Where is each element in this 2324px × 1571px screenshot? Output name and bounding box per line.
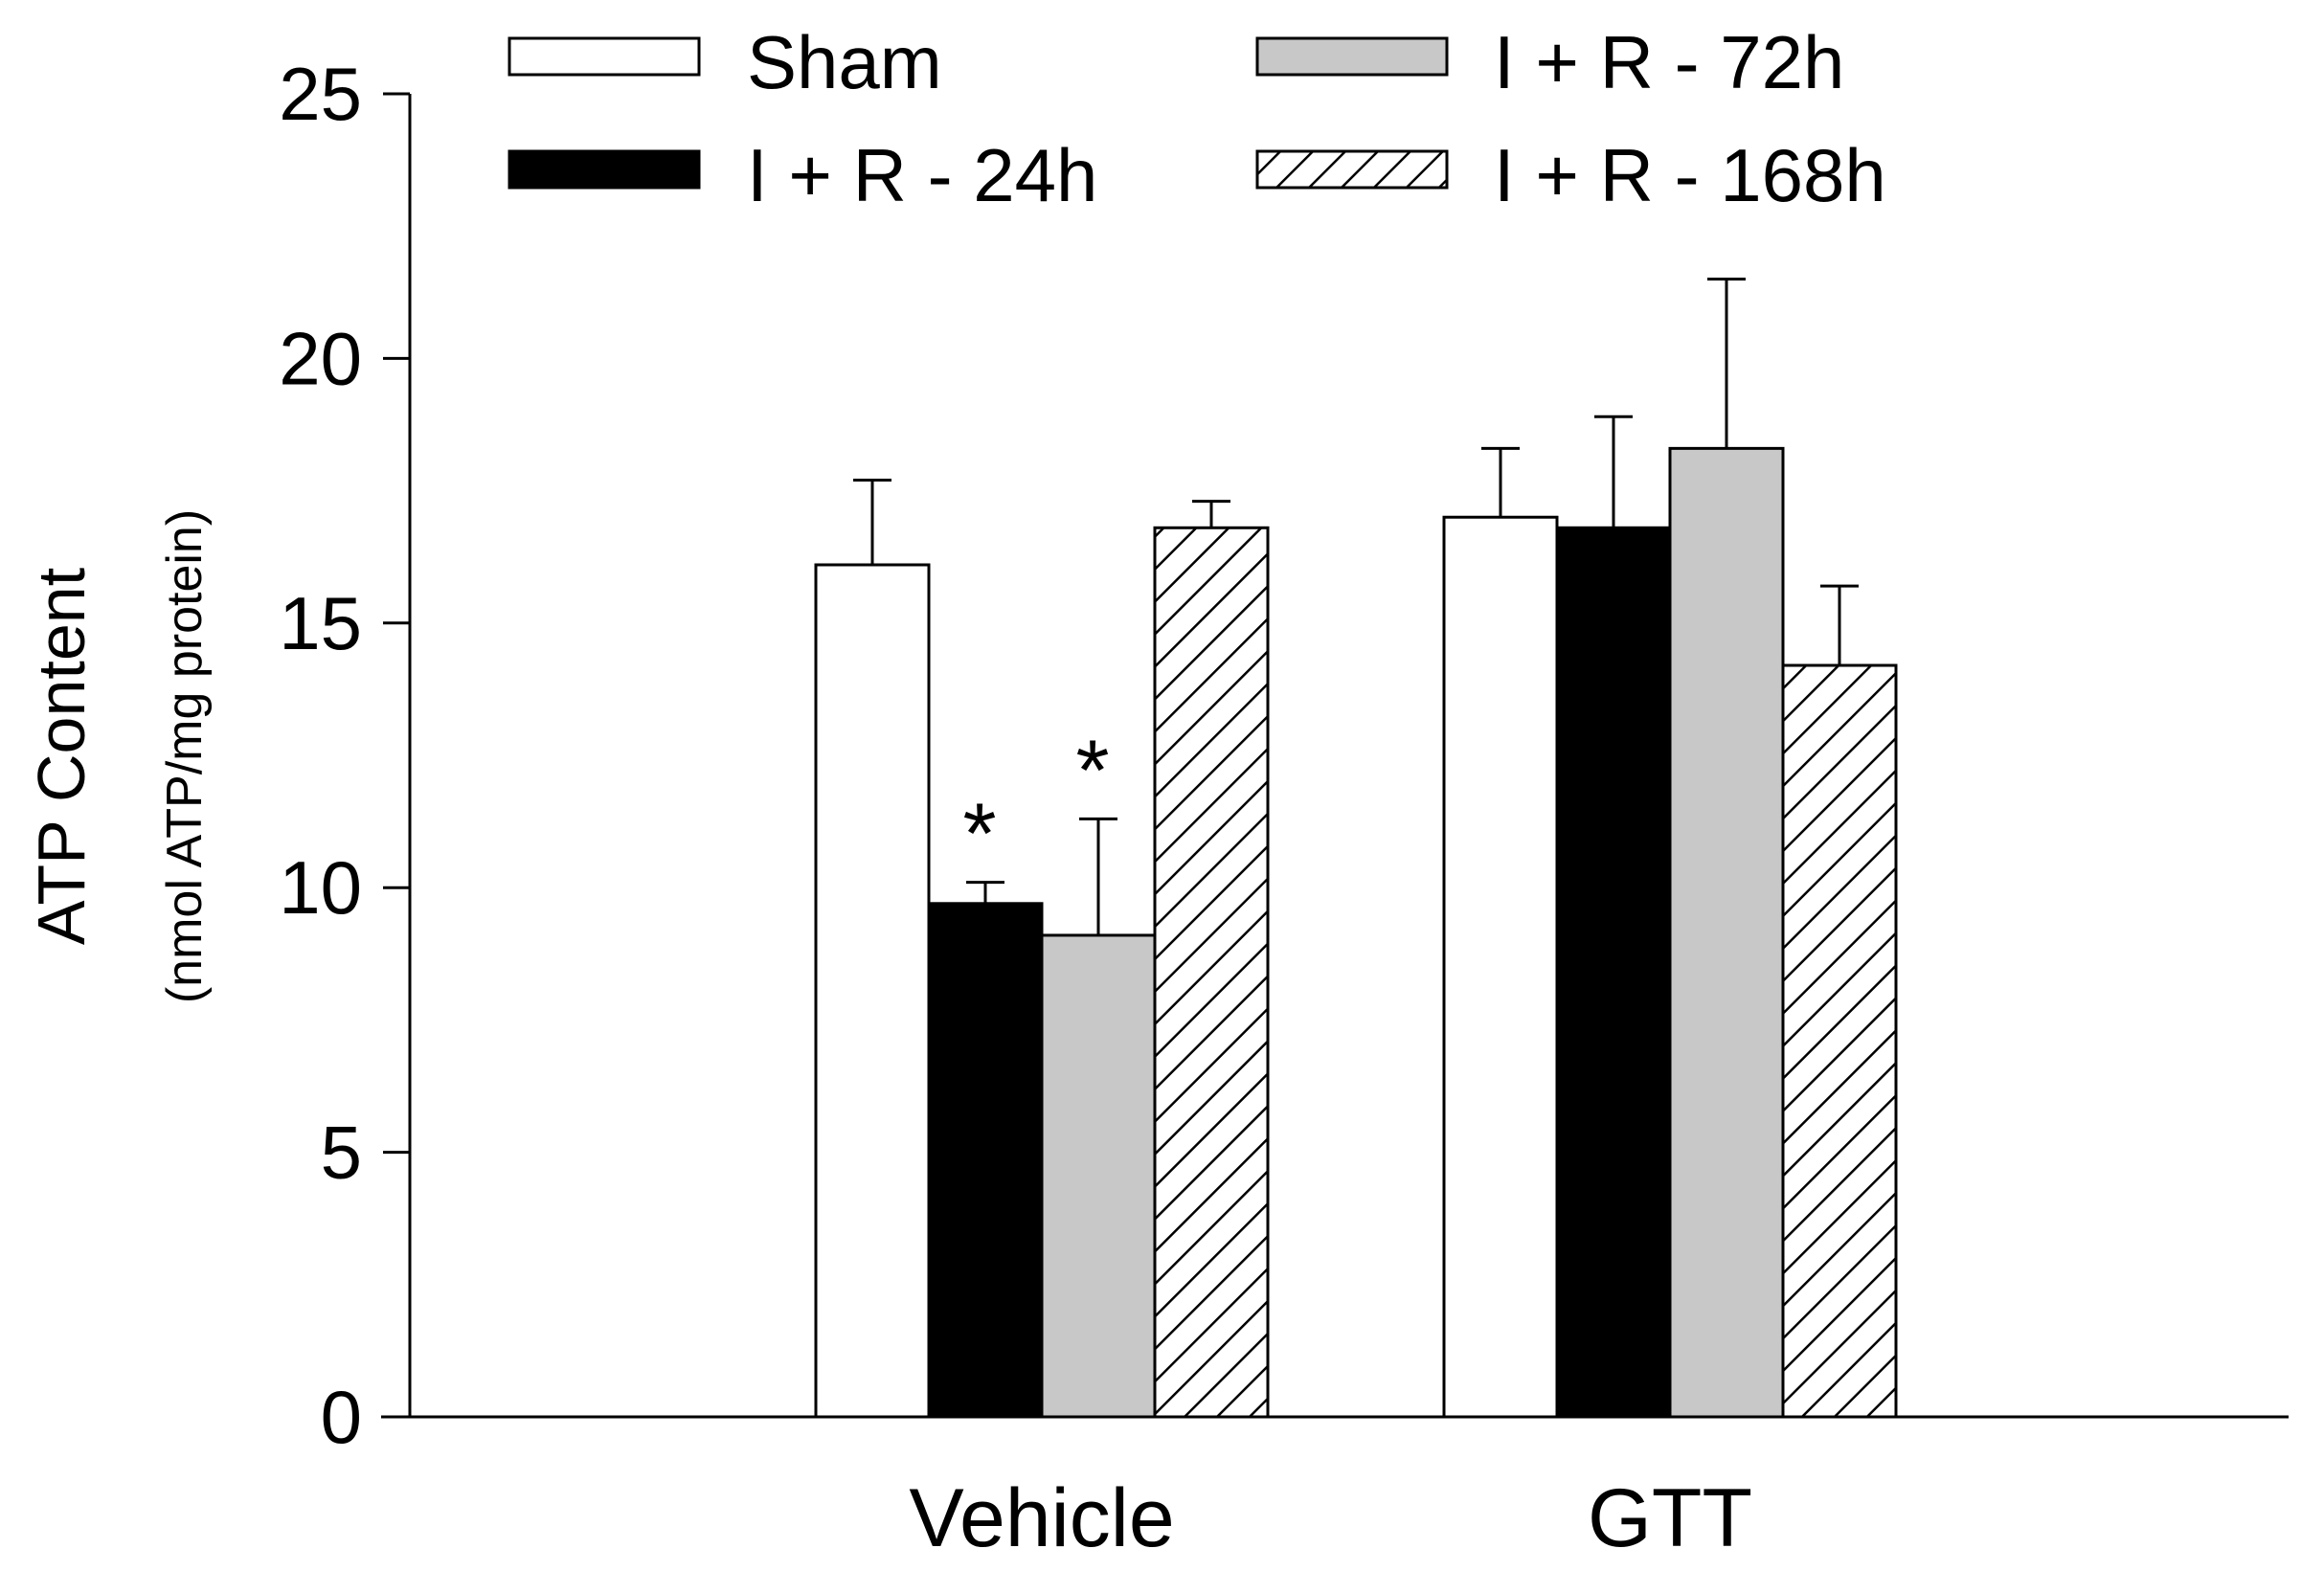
bar-gtt-0 xyxy=(1442,515,1559,1419)
category-label-vehicle: Vehicle xyxy=(909,1472,1174,1564)
legend-label-1: I + R - 24h xyxy=(747,133,1097,217)
bar-gtt-1 xyxy=(1555,526,1672,1419)
legend: Sham I + R - 24h I + R - 72h I + R - 168h xyxy=(508,20,1886,217)
category-labels: Vehicle GTT xyxy=(909,1472,1752,1564)
significance-marker-1: * xyxy=(1075,723,1109,819)
legend-swatch-1 xyxy=(508,149,701,190)
y-tick-label-20: 20 xyxy=(279,316,362,400)
y-tick-label-25: 25 xyxy=(279,52,362,136)
y-tick-label-10: 10 xyxy=(279,845,362,930)
legend-label-0: Sham xyxy=(747,20,942,104)
bar-gtt-3 xyxy=(1781,663,1898,1419)
y-ticks: 0 5 10 15 20 25 xyxy=(279,52,410,1459)
bars xyxy=(814,277,1898,1419)
bar-vehicle-2 xyxy=(1040,933,1157,1419)
significance-marker-0: * xyxy=(962,787,996,883)
category-label-gtt: GTT xyxy=(1588,1472,1752,1564)
y-tick-label-5: 5 xyxy=(321,1111,362,1195)
legend-swatch-2 xyxy=(1255,36,1449,77)
legend-label-3: I + R - 168h xyxy=(1494,133,1886,217)
y-tick-label-15: 15 xyxy=(279,581,362,665)
y-axis-sublabel: (nmol ATP/mg protein) xyxy=(157,509,213,1003)
bar-vehicle-3 xyxy=(1153,526,1270,1419)
bar-vehicle-0 xyxy=(814,563,931,1419)
y-tick-label-0: 0 xyxy=(321,1375,362,1459)
bar-vehicle-1 xyxy=(927,902,1044,1419)
annotations: ** xyxy=(962,723,1109,882)
bar-gtt-2 xyxy=(1668,446,1785,1419)
y-axis-label: ATP Content xyxy=(24,568,99,945)
legend-swatch-0 xyxy=(508,36,701,77)
legend-label-2: I + R - 72h xyxy=(1494,20,1844,104)
legend-swatch-3 xyxy=(1255,149,1449,190)
